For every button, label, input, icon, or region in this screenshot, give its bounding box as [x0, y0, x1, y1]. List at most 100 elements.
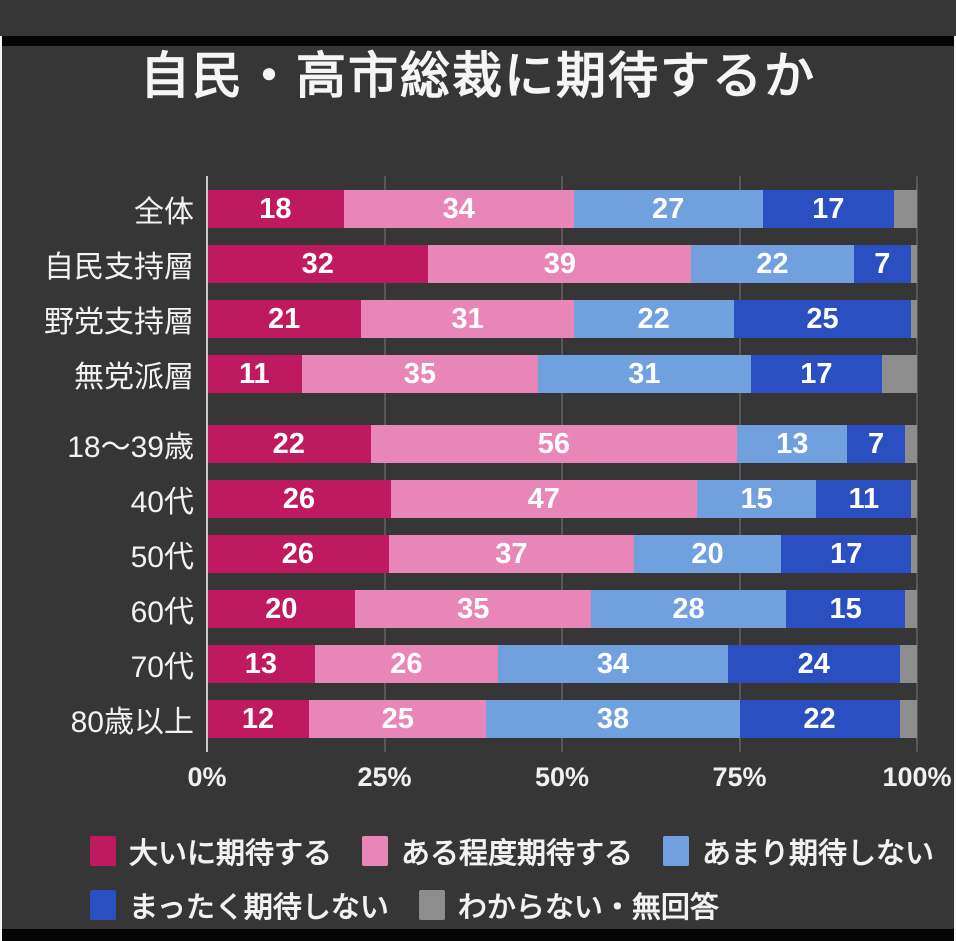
segment-value-label: 25 [806, 302, 839, 335]
segment-value-label: 28 [672, 592, 705, 625]
segment-value-label: 27 [652, 192, 685, 225]
category-label: 70代 [130, 651, 194, 684]
segment-value-label: 47 [527, 482, 560, 515]
segment-value-label: 34 [442, 192, 475, 225]
bar-segment: 17 [781, 535, 912, 573]
chart-rows: 全体 18 34 27 17 自民支持層 32 39 22 7 野党支持層 21 31 22 25 無党派層 1… [44, 176, 918, 755]
bar-segment: 11 [207, 355, 302, 393]
segment-value-label: 13 [244, 647, 278, 680]
bar-segment: 24 [727, 645, 900, 683]
axis-tick-label: 25% [357, 762, 412, 792]
bar-segment: 39 [428, 245, 692, 283]
bar-segment: 31 [361, 300, 574, 338]
bar-segment: 34 [343, 190, 574, 228]
segment-value-label: 7 [868, 427, 885, 460]
category-label: 全体 [134, 196, 194, 229]
bar-row: 70代 13 26 34 24 [131, 645, 917, 684]
bar-segment: 34 [498, 645, 728, 683]
bar-segment: 56 [370, 425, 738, 463]
segment-value-label: 15 [740, 482, 773, 515]
bar-segment: 22 [691, 245, 854, 283]
bar-track: 11 35 31 17 [207, 355, 917, 393]
legend-label: わからない・無回答 [457, 892, 719, 924]
axis-zero-line [206, 176, 208, 752]
segment-value-label: 20 [265, 592, 298, 625]
legend-row: まったく期待しない わからない・無回答 [90, 884, 956, 926]
bar-segment: 7 [847, 425, 906, 463]
bar-track: 12 25 38 22 [207, 700, 917, 738]
bar-row: 50代 26 37 20 17 [131, 535, 917, 574]
bar-track: 26 37 20 17 [207, 535, 917, 573]
bar-segment: 37 [388, 535, 634, 573]
bar-track: 26 47 15 11 [207, 480, 917, 518]
gridline [383, 176, 386, 752]
legend-item: あまり期待しない [663, 830, 934, 872]
bar-segment: 25 [308, 700, 487, 738]
legend-item: まったく期待しない [90, 884, 389, 926]
bar-segment [911, 245, 917, 283]
bar-segment: 21 [207, 300, 362, 338]
bar-segment: 20 [633, 535, 782, 573]
gridline-layer [206, 176, 918, 752]
bar-track: 20 35 28 15 [207, 590, 917, 628]
bar-segment: 26 [207, 480, 391, 518]
bar-segment [899, 700, 917, 738]
segment-value-label: 38 [596, 702, 630, 735]
bar-segment: 15 [696, 480, 817, 518]
bar-segment: 11 [816, 480, 912, 518]
x-axis: 0% 25% 50% 75% 100% [187, 762, 951, 798]
segment-value-label: 21 [268, 302, 301, 335]
segment-value-label: 26 [390, 647, 423, 680]
bar-segment: 35 [301, 355, 538, 393]
legend-label: 大いに期待する [129, 838, 333, 870]
bar-segment: 17 [762, 190, 894, 228]
axis-tick-label: 75% [712, 762, 767, 792]
bar-row: 18〜39歳 22 56 13 7 [67, 425, 918, 464]
segment-value-label: 32 [301, 247, 334, 280]
bar-track: 32 39 22 7 [207, 245, 917, 283]
bar-segment [911, 535, 917, 573]
bar-segment: 28 [591, 590, 786, 628]
legend-label: ある程度期待する [401, 838, 634, 870]
axis-tick-label: 100% [882, 762, 952, 792]
segment-value-label: 35 [457, 592, 490, 625]
bar-segment [899, 645, 917, 683]
bar-segment: 13 [207, 645, 315, 683]
axis-tick-label: 0% [187, 762, 227, 792]
bar-segment: 22 [207, 425, 371, 463]
bottom-frame-strip [2, 929, 954, 941]
legend-item: わからない・無回答 [418, 884, 719, 926]
bar-segment: 31 [537, 355, 751, 393]
bar-segment [911, 300, 918, 338]
bar-segment: 47 [390, 480, 697, 518]
segment-value-label: 15 [829, 592, 862, 625]
bar-segment: 26 [314, 645, 499, 683]
axis-tick-label: 50% [534, 762, 590, 792]
legend-swatch [362, 836, 389, 866]
category-label: 無党派層 [74, 361, 194, 394]
bar-row: 60代 20 35 28 15 [131, 590, 917, 629]
legend-item: 大いに期待する [90, 830, 332, 872]
segment-value-label: 26 [281, 537, 315, 570]
legend-label: あまり期待しない [702, 838, 935, 870]
top-frame-strip [2, 36, 954, 46]
bar-segment [905, 425, 918, 463]
legend-item: ある程度期待する [362, 830, 633, 872]
bar-segment [893, 190, 917, 228]
segment-value-label: 22 [756, 247, 789, 280]
legend-label: まったく期待しない [129, 892, 389, 924]
category-label: 50代 [130, 541, 194, 574]
segment-value-label: 24 [797, 647, 830, 680]
bar-segment: 27 [573, 190, 763, 228]
segment-value-label: 17 [812, 192, 845, 225]
bar-segment: 32 [207, 245, 429, 283]
segment-value-label: 17 [830, 537, 863, 570]
segment-value-label: 39 [543, 247, 576, 280]
segment-value-label: 25 [381, 702, 414, 735]
legend: 大いに期待する ある程度期待する あまり期待しないまったく期待しない わからない・無回… [90, 830, 956, 938]
category-label: 18〜39歳 [67, 431, 194, 464]
segment-value-label: 22 [272, 427, 305, 460]
bar-track: 13 26 34 24 [207, 645, 917, 683]
bar-track: 21 31 22 25 [207, 300, 918, 338]
segment-value-label: 22 [803, 702, 836, 735]
